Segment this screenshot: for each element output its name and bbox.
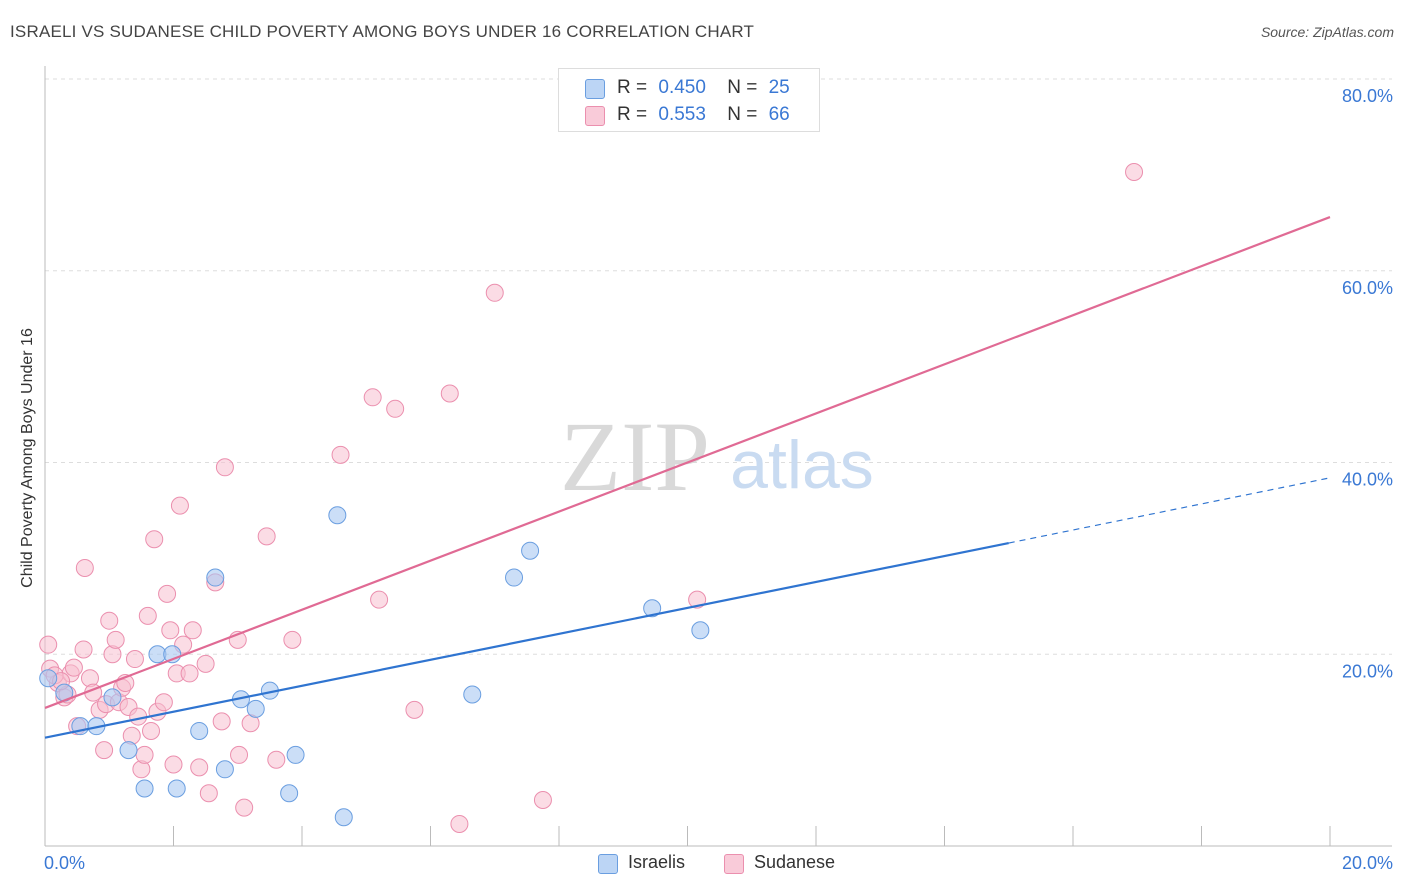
- sudanese-trend-line: [44, 216, 1331, 709]
- sudanese-point: [158, 584, 177, 603]
- legend-label-sudanese: Sudanese: [754, 852, 836, 872]
- israelis-point: [39, 669, 58, 688]
- israelis-point: [334, 808, 353, 827]
- source-label: Source: ZipAtlas.com: [1260, 24, 1394, 40]
- chart-title: ISRAELI VS SUDANESE CHILD POVERTY AMONG …: [10, 22, 755, 41]
- israelis-point: [328, 506, 347, 525]
- sudanese-point: [230, 745, 249, 764]
- sudanese-point: [215, 458, 234, 477]
- sudanese-point: [164, 755, 183, 774]
- sudanese-point: [106, 630, 125, 649]
- israelis-point: [521, 541, 540, 560]
- sudanese-point: [145, 530, 164, 549]
- israelis-trend-line: [44, 541, 1009, 739]
- sudanese-point: [180, 664, 199, 683]
- tick-labels: 20.0% 40.0% 60.0% 80.0% 0.0% 20.0%: [44, 86, 1393, 873]
- sudanese-point: [405, 700, 424, 719]
- n-label: N =: [727, 104, 758, 125]
- watermark: ZIP atlas: [560, 401, 874, 512]
- sudanese-point: [154, 693, 173, 712]
- x-tick-label: 20.0%: [1342, 853, 1393, 873]
- r-value: 0.450: [658, 77, 706, 98]
- correlation-legend: R = 0.450 N = 25 R = 0.553 N = 66: [558, 68, 820, 132]
- israelis-trend-extension: [1008, 477, 1331, 544]
- sudanese-point: [161, 621, 180, 640]
- n-value: 66: [768, 104, 790, 125]
- sudanese-point: [142, 721, 161, 740]
- sudanese-point: [138, 606, 157, 625]
- sudanese-point: [370, 590, 389, 609]
- sudanese-point: [688, 590, 707, 609]
- grid-lines: [45, 78, 1392, 655]
- sudanese-point: [95, 741, 114, 760]
- sudanese-point: [212, 712, 231, 731]
- sudanese-point: [190, 758, 209, 777]
- watermark-zip: ZIP: [560, 401, 710, 512]
- israelis-point: [167, 779, 186, 798]
- sudanese-point: [1125, 162, 1144, 181]
- sudanese-swatch: [585, 106, 605, 126]
- sudanese-point: [363, 388, 382, 407]
- y-tick-label: 40.0%: [1342, 470, 1393, 490]
- sudanese-point: [386, 399, 405, 418]
- sudanese-point: [100, 611, 119, 630]
- israelis-point: [215, 760, 234, 779]
- sudanese-point: [257, 527, 276, 546]
- sudanese-point: [440, 384, 459, 403]
- israelis-point: [280, 784, 299, 803]
- israelis-point: [463, 685, 482, 704]
- r-label: R =: [617, 104, 648, 125]
- sudanese-point: [450, 814, 469, 833]
- sudanese-point: [283, 630, 302, 649]
- y-tick-label: 20.0%: [1342, 661, 1393, 681]
- sudanese-point: [75, 558, 94, 577]
- israelis-swatch: [585, 79, 605, 99]
- n-label: N =: [727, 77, 758, 98]
- sudanese-point: [183, 621, 202, 640]
- y-tick-label: 60.0%: [1342, 278, 1393, 298]
- n-value: 25: [768, 77, 790, 98]
- israelis-point: [643, 599, 662, 618]
- sudanese-swatch: [724, 854, 744, 874]
- x-tick-label: 0.0%: [44, 853, 85, 873]
- sudanese-point: [485, 283, 504, 302]
- israelis-point: [246, 699, 265, 718]
- sudanese-point: [235, 798, 254, 817]
- r-value: 0.553: [658, 104, 706, 125]
- y-tick-label: 80.0%: [1342, 86, 1393, 106]
- israelis-swatch: [598, 854, 618, 874]
- israelis-point: [286, 745, 305, 764]
- israelis-point: [103, 688, 122, 707]
- axes: [44, 66, 1392, 847]
- sudanese-point: [170, 496, 189, 515]
- sudanese-point: [199, 784, 218, 803]
- sudanese-point: [74, 640, 93, 659]
- israelis-point: [190, 721, 209, 740]
- sudanese-point: [39, 635, 58, 654]
- israelis-point: [135, 779, 154, 798]
- legend-label-israelis: Israelis: [628, 852, 686, 872]
- israelis-point: [119, 741, 138, 760]
- sudanese-point: [533, 790, 552, 809]
- sudanese-point: [125, 650, 144, 669]
- israelis-point: [505, 568, 524, 587]
- watermark-atlas: atlas: [730, 427, 874, 503]
- israelis-point: [206, 568, 225, 587]
- sudanese-point: [135, 745, 154, 764]
- trend-lines: [44, 216, 1331, 739]
- sudanese-point: [196, 654, 215, 673]
- sudanese-point: [331, 445, 350, 464]
- israelis-point: [691, 621, 710, 640]
- r-label: R =: [617, 77, 648, 98]
- sudanese-point: [64, 658, 83, 677]
- sudanese-point: [267, 750, 286, 769]
